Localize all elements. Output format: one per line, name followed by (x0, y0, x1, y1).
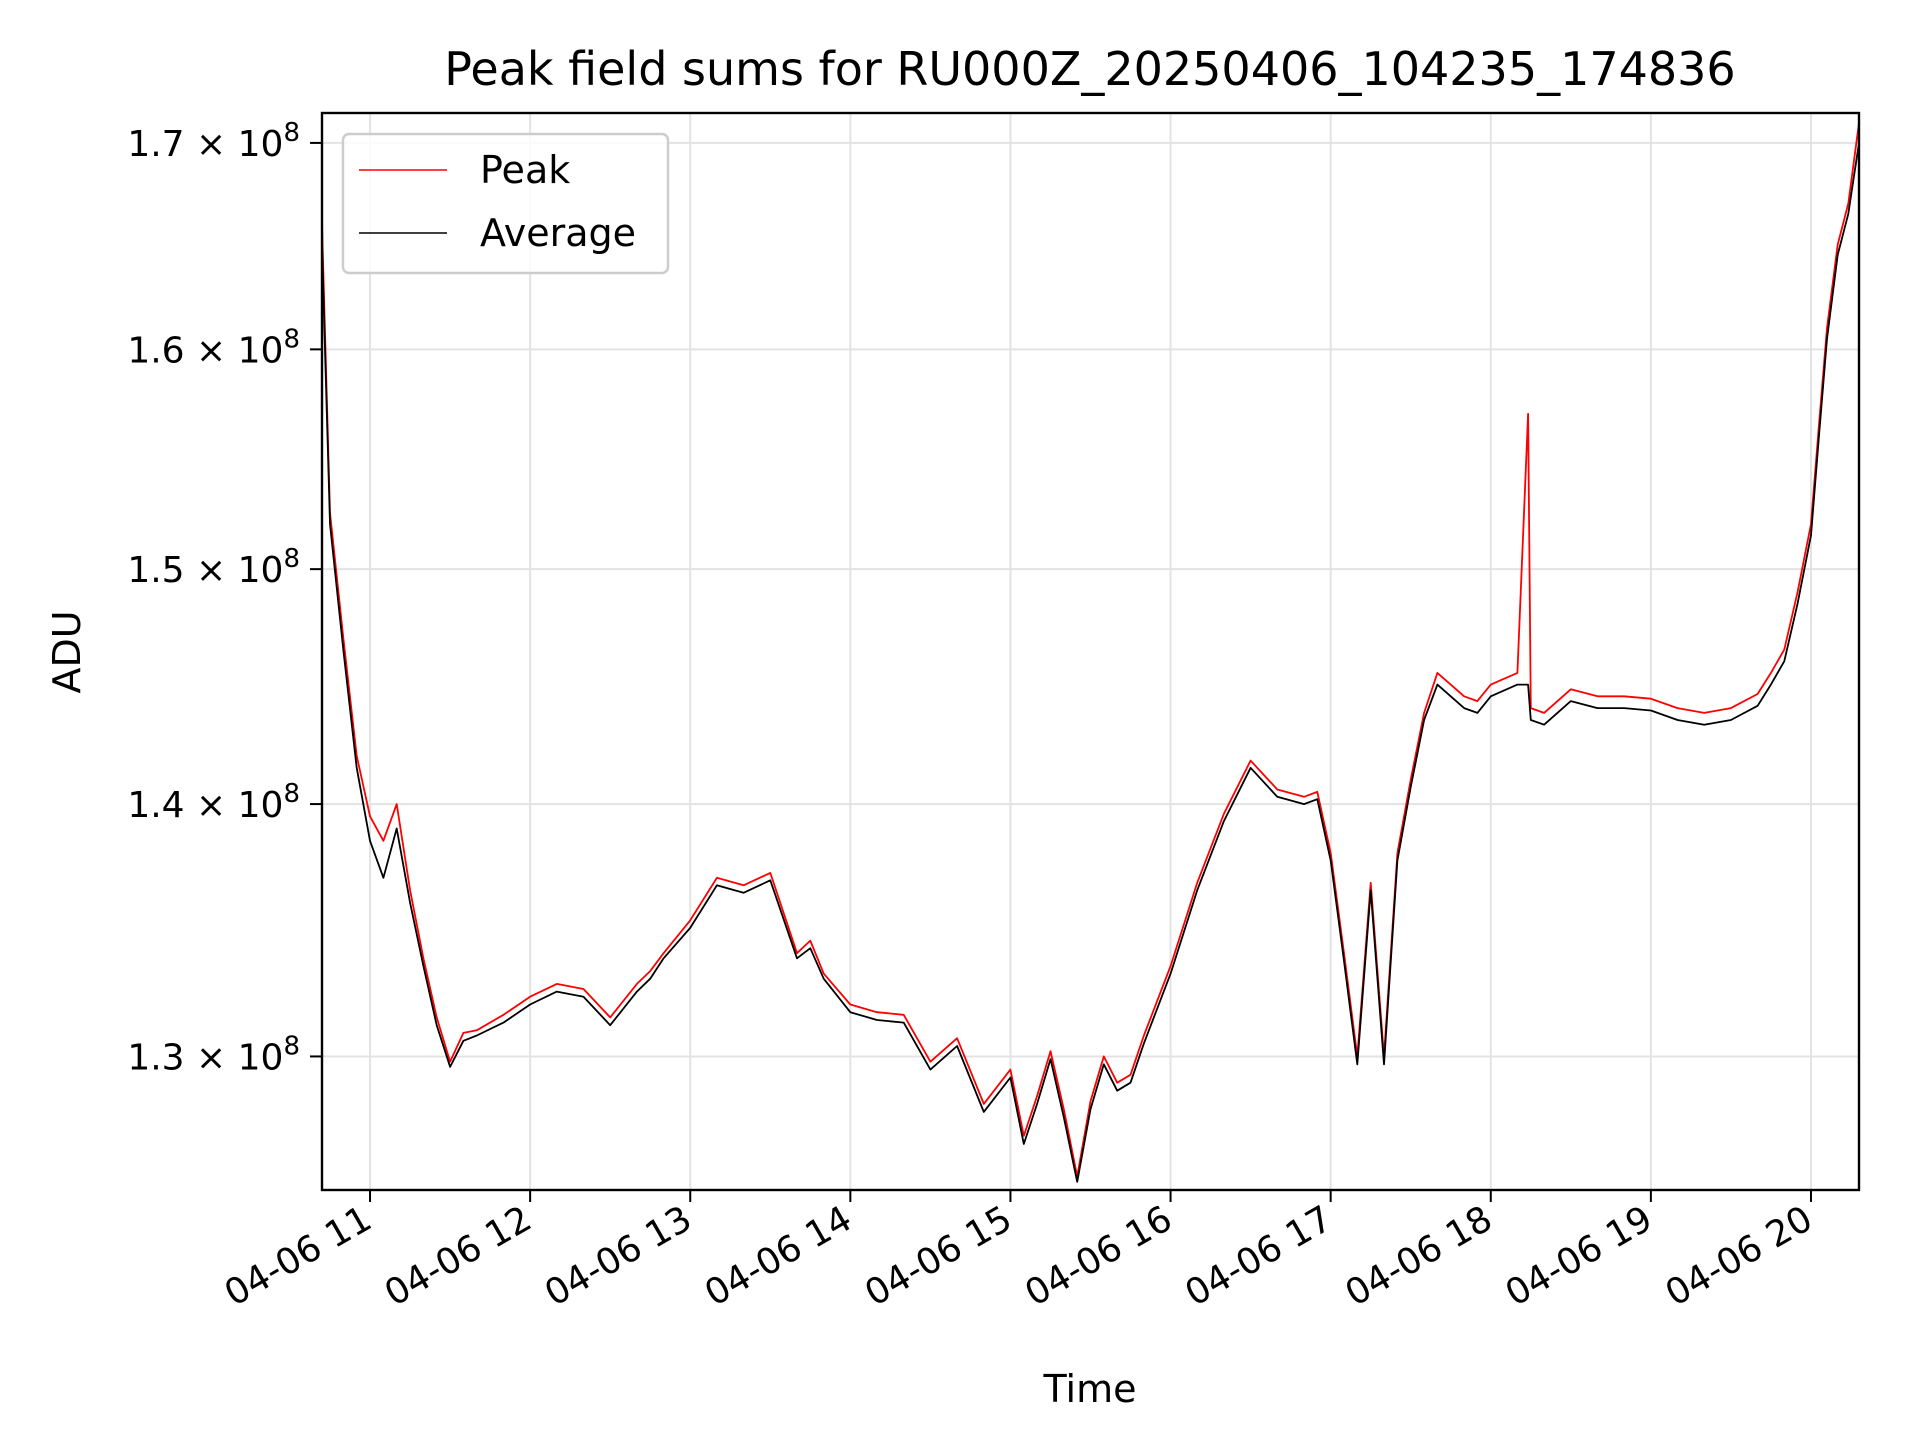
y-tick-mantissa: 1.4 (127, 785, 184, 826)
legend-peak-label: Peak (480, 148, 570, 192)
chart-title: Peak field sums for RU000Z_20250406_1042… (444, 42, 1735, 96)
y-tick-label: 1.7 × 108 (127, 118, 300, 165)
y-axis-label: ADU (45, 610, 89, 693)
series-line-average (321, 142, 1860, 1183)
y-tick-label: 1.6 × 108 (127, 324, 300, 371)
x-axis-label: Time (1043, 1367, 1137, 1411)
legend-average-label: Average (480, 211, 636, 255)
y-tick-mantissa: 1.3 (127, 1037, 184, 1078)
y-tick-mantissa: 1.7 (127, 124, 184, 165)
y-tick-label: 1.3 × 108 (127, 1031, 300, 1078)
y-tick-exponent: 8 (283, 324, 300, 354)
y-tick-mantissa: 1.6 (127, 330, 184, 371)
y-tick-mantissa: 1.5 (127, 550, 184, 591)
y-tick-label: 1.5 × 108 (127, 544, 300, 591)
series-line-peak (321, 122, 1860, 1178)
y-tick-exponent: 8 (283, 1031, 300, 1061)
y-tick-exponent: 8 (283, 544, 300, 574)
legend-box (341, 132, 670, 275)
legend: Peak Average (341, 132, 670, 275)
series-lines (321, 122, 1860, 1183)
plot-frame (320, 111, 1861, 1192)
y-tick-exponent: 8 (283, 779, 300, 809)
y-tick-exponent: 8 (283, 118, 300, 148)
y-tick-label: 1.4 × 108 (127, 779, 300, 826)
grid-lines (322, 113, 1859, 1190)
